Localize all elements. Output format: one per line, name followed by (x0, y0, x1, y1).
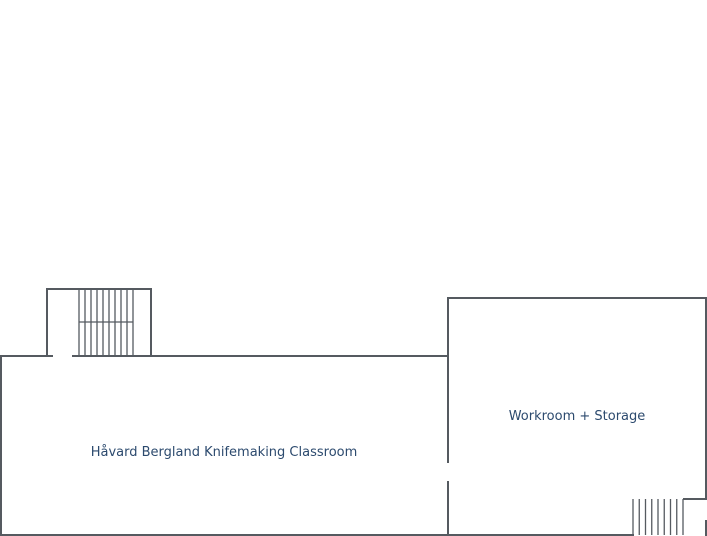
upper-stairwell (46, 288, 152, 357)
workroom-label: Workroom + Storage (509, 409, 646, 424)
upper-staircase (78, 289, 134, 356)
workroom-walls (447, 297, 707, 536)
lower-staircase (632, 499, 684, 535)
classroom-walls (0, 355, 449, 536)
classroom-label: Håvard Bergland Knifemaking Classroom (91, 445, 358, 460)
